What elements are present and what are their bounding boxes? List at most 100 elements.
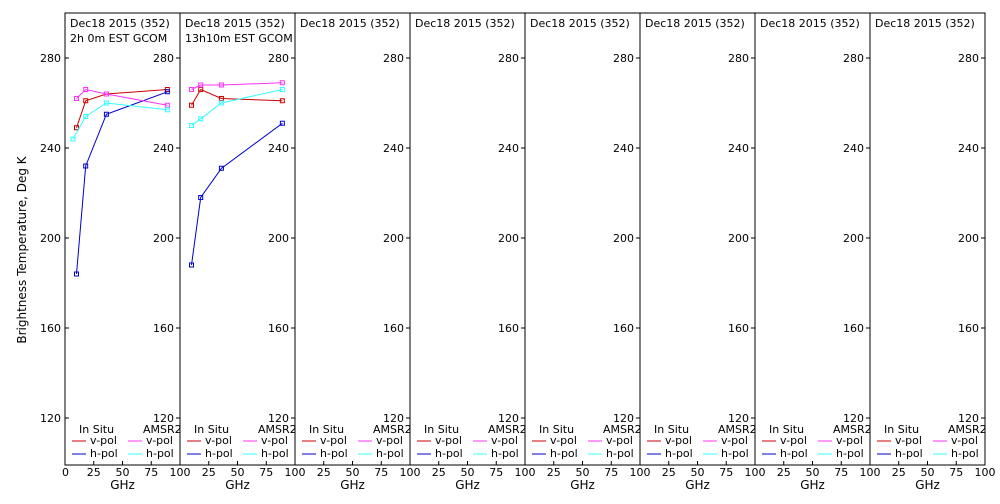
y-tick-label: 240: [958, 142, 979, 155]
x-axis-label: GHz: [340, 478, 365, 492]
y-tick-label: 160: [843, 322, 864, 335]
x-tick-label: 50: [116, 466, 130, 479]
legend-label: v-pol: [146, 434, 173, 447]
legend-label: h-pol: [895, 447, 923, 460]
y-tick-label: 120: [383, 412, 404, 425]
legend-label: v-pol: [606, 434, 633, 447]
x-tick-label: 100: [170, 466, 191, 479]
legend-label: h-pol: [665, 447, 693, 460]
data-point-insitu_h: [218, 165, 224, 171]
x-tick-label: 75: [834, 466, 848, 479]
x-axis-label: GHz: [225, 478, 250, 492]
legend-label: h-pol: [780, 447, 808, 460]
panel-title: Dec18 2015 (352): [300, 17, 400, 30]
x-tick-label: 50: [461, 466, 475, 479]
y-tick-label: 120: [728, 412, 749, 425]
legend-label: v-pol: [895, 434, 922, 447]
legend-label: h-pol: [261, 447, 289, 460]
x-tick-label: 100: [745, 466, 766, 479]
data-point-amsr2_v: [103, 91, 109, 97]
y-tick-label: 120: [498, 412, 519, 425]
data-point-insitu_v: [189, 102, 194, 108]
legend-label: v-pol: [90, 434, 117, 447]
y-tick-label: 200: [843, 232, 864, 245]
series-line-insitu_v: [191, 88, 283, 106]
y-tick-label: 200: [613, 232, 634, 245]
legend-title-amsr2: AMSR2: [603, 423, 642, 436]
x-tick-label: 100: [285, 466, 306, 479]
panel-title: Dec18 2015 (352): [415, 17, 515, 30]
x-tick-label: 50: [231, 466, 245, 479]
series-line-insitu_h: [191, 122, 283, 266]
y-tick-label: 280: [728, 52, 749, 65]
x-axis-label: GHz: [800, 478, 825, 492]
y-tick-label: 240: [383, 142, 404, 155]
legend-title-amsr2: AMSR2: [833, 423, 872, 436]
legend-title-insitu: In Situ: [539, 423, 574, 436]
y-tick-label: 120: [40, 412, 61, 425]
y-tick-label: 280: [958, 52, 979, 65]
x-tick-label: 25: [662, 466, 676, 479]
y-tick-label: 200: [153, 232, 174, 245]
legend-title-amsr2: AMSR2: [488, 423, 527, 436]
legend-title-insitu: In Situ: [79, 423, 114, 436]
y-tick-label: 120: [958, 412, 979, 425]
panel-title: Dec18 2015 (352): [645, 17, 745, 30]
series-line-insitu_v: [76, 89, 168, 128]
series-line-insitu_h: [76, 91, 168, 275]
y-tick-label: 240: [728, 142, 749, 155]
data-point-insitu_h: [103, 111, 109, 117]
data-point-insitu_v: [279, 98, 285, 104]
data-point-amsr2_h: [103, 100, 109, 106]
panel-title: Dec18 2015 (352): [70, 17, 170, 30]
x-tick-label: 75: [374, 466, 388, 479]
data-point-insitu_h: [198, 195, 204, 200]
y-tick-label: 240: [613, 142, 634, 155]
x-tick-label: 50: [921, 466, 935, 479]
x-tick-label: 75: [144, 466, 158, 479]
legend-title-amsr2: AMSR2: [143, 423, 182, 436]
x-tick-label: 75: [949, 466, 963, 479]
x-tick-label: 25: [87, 466, 101, 479]
data-point-insitu_v: [83, 98, 89, 104]
x-tick-label: 75: [259, 466, 273, 479]
panel-title: Dec18 2015 (352): [530, 17, 630, 30]
legend-label: h-pol: [320, 447, 348, 460]
x-tick-label: 25: [777, 466, 791, 479]
legend-label: v-pol: [261, 434, 288, 447]
x-axis-label: GHz: [685, 478, 710, 492]
data-point-insitu_h: [83, 163, 89, 169]
x-tick-label: 0: [62, 466, 69, 479]
x-tick-label: 50: [691, 466, 705, 479]
legend-label: v-pol: [836, 434, 863, 447]
data-point-insitu_h: [279, 120, 285, 126]
y-tick-label: 240: [498, 142, 519, 155]
panel-title: Dec18 2015 (352): [875, 17, 975, 30]
y-axis-label-container: Brightness Temperature, Deg K: [6, 0, 36, 500]
legend-label: v-pol: [721, 434, 748, 447]
y-tick-label: 200: [498, 232, 519, 245]
data-point-amsr2_v: [198, 82, 204, 88]
y-tick-label: 200: [958, 232, 979, 245]
legend-label: h-pol: [90, 447, 118, 460]
x-tick-label: 75: [719, 466, 733, 479]
y-tick-label: 280: [40, 52, 61, 65]
x-tick-label: 75: [604, 466, 618, 479]
series-line-amsr2_h: [72, 102, 168, 140]
legend-title-insitu: In Situ: [654, 423, 689, 436]
x-axis-label: GHz: [915, 478, 940, 492]
panel-subtitle: 2h 0m EST GCOM: [70, 32, 167, 45]
x-tick-label: 50: [576, 466, 590, 479]
legend-title-amsr2: AMSR2: [258, 423, 297, 436]
legend-label: h-pol: [376, 447, 404, 460]
x-axis-label: GHz: [570, 478, 595, 492]
legend-label: h-pol: [836, 447, 864, 460]
data-point-insitu_v: [74, 125, 79, 131]
y-tick-label: 240: [153, 142, 174, 155]
data-point-insitu_h: [164, 89, 170, 95]
data-point-insitu_h: [189, 262, 194, 268]
legend-label: v-pol: [550, 434, 577, 447]
series-line-amsr2_v: [191, 82, 283, 90]
x-tick-label: 25: [432, 466, 446, 479]
